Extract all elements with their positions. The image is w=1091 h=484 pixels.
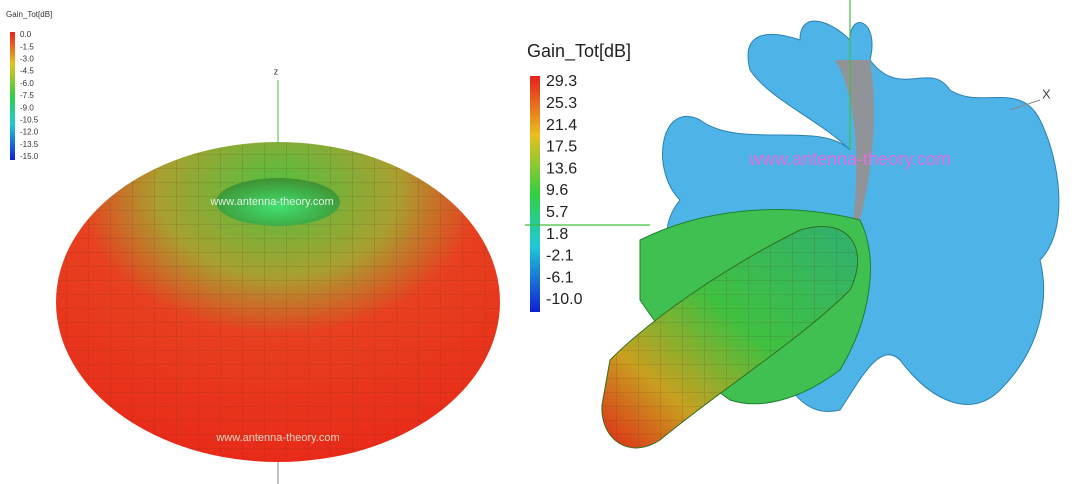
legend-label: -7.5 <box>20 91 34 100</box>
watermark: www.antenna-theory.com <box>215 432 339 444</box>
legend-label: -4.5 <box>20 67 34 76</box>
legend-label: 9.6 <box>546 182 568 199</box>
legend-title: Gain_Tot[dB] <box>527 41 631 62</box>
legend-label: 25.3 <box>546 95 577 112</box>
left-plot: Gain_Tot[dB] 0.0 -1.5 -3.0 -4.5 -6.0 -7.5 -9.0… <box>6 10 500 484</box>
legend-label: -2.1 <box>546 248 574 265</box>
legend-label: 13.6 <box>546 160 577 177</box>
legend-label: 29.3 <box>546 73 577 90</box>
legend-label: -13.5 <box>20 140 39 149</box>
legend-label: -3.0 <box>20 55 34 64</box>
color-bar <box>10 32 15 160</box>
watermark: www.antenna-theory.com <box>748 149 951 169</box>
legend-label: -15.0 <box>20 152 39 161</box>
legend-label: 1.8 <box>546 226 568 243</box>
legend-label: -10.0 <box>546 291 583 308</box>
screenshot: Gain_Tot[dB] 0.0 -1.5 -3.0 -4.5 -6.0 -7.5 -9.0… <box>0 0 1091 484</box>
legend-label: -12.0 <box>20 128 39 137</box>
legend-label: -9.0 <box>20 103 34 112</box>
legend-label: -6.0 <box>20 79 34 88</box>
legend-label: 0.0 <box>20 30 32 39</box>
legend-label: -10.5 <box>20 116 39 125</box>
legend-label: -1.5 <box>20 42 34 51</box>
legend-label: -6.1 <box>546 269 574 286</box>
legend-label: 17.5 <box>546 139 577 156</box>
axis-label: z <box>274 66 279 76</box>
watermark: www.antenna-theory.com <box>209 196 333 208</box>
right-plot: Gain_Tot[dB] 29.3 25.3 21.4 17.5 13.6 9.6 5.7 1… <box>525 0 1059 448</box>
legend-title: Gain_Tot[dB] <box>6 10 52 19</box>
color-bar <box>530 76 540 312</box>
legend-label: 21.4 <box>546 117 577 134</box>
axis-label: X <box>1042 86 1051 101</box>
legend-label: 5.7 <box>546 204 568 221</box>
